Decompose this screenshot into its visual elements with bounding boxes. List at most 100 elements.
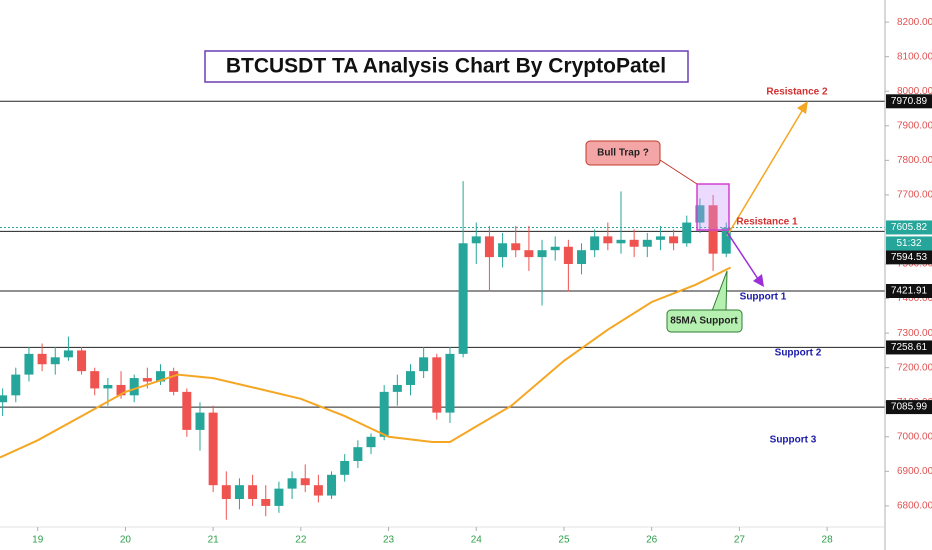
candle-body xyxy=(300,478,310,486)
projection-up xyxy=(726,105,806,237)
countdown-label-box xyxy=(886,236,932,251)
candle-body xyxy=(353,447,363,461)
y-tick-label: 7700.00 xyxy=(897,190,932,201)
countdown-label: 51:32 xyxy=(896,238,921,249)
candle-body xyxy=(445,353,455,413)
moving-average xyxy=(0,266,732,459)
candle-body xyxy=(511,243,521,251)
candle-body xyxy=(563,246,573,265)
candle-body xyxy=(313,485,323,496)
x-tick-label: 19 xyxy=(32,535,44,546)
x-tick-label: 26 xyxy=(646,535,658,546)
x-tick-label: 21 xyxy=(208,535,220,546)
candle-body xyxy=(0,395,8,403)
candle-body xyxy=(550,246,560,251)
x-tick-label: 25 xyxy=(558,535,570,546)
level-label-box xyxy=(886,284,932,299)
level-label: 7258.61 xyxy=(891,342,928,353)
x-tick-label: 28 xyxy=(822,535,834,546)
candle-body xyxy=(642,239,652,247)
candle-body xyxy=(11,374,21,396)
candle-body xyxy=(261,499,271,506)
projection-down xyxy=(726,231,761,283)
candle-body xyxy=(248,485,258,500)
y-tick-label: 6800.00 xyxy=(897,501,932,512)
last-price-label: 7605.82 xyxy=(891,222,928,233)
candle-body xyxy=(195,412,205,430)
y-tick-label: 8100.00 xyxy=(897,51,932,62)
candle-body xyxy=(63,350,73,358)
x-tick-label: 22 xyxy=(295,535,307,546)
candle-body xyxy=(287,478,297,489)
candle-body xyxy=(142,378,152,382)
level-label-box xyxy=(886,340,932,355)
plot-area xyxy=(0,100,885,520)
candle-body xyxy=(169,371,179,392)
y-tick-label: 7800.00 xyxy=(897,155,932,166)
candle-body xyxy=(340,460,350,475)
arrow-head-down xyxy=(753,274,764,287)
candle-body xyxy=(50,357,60,365)
candle-body xyxy=(432,357,442,413)
level-annotation: Support 2 xyxy=(775,348,822,359)
level-annotation: Support 1 xyxy=(740,292,787,303)
y-tick-label: 7000.00 xyxy=(897,431,932,442)
candle-body xyxy=(116,384,126,396)
level-annotation: Resistance 2 xyxy=(766,87,828,98)
candle-body xyxy=(695,205,705,223)
candle-body xyxy=(392,384,402,392)
candle-body xyxy=(366,436,376,448)
y-tick-label: 7900.00 xyxy=(897,120,932,131)
candle-body xyxy=(682,222,692,244)
candle-body xyxy=(274,488,284,506)
level-annotation: Support 3 xyxy=(770,435,817,446)
y-tick-label: 7200.00 xyxy=(897,362,932,373)
candle-body xyxy=(379,391,389,437)
candle-body xyxy=(419,357,429,372)
candle-body xyxy=(484,236,494,258)
y-tick-label: 7300.00 xyxy=(897,328,932,339)
level-label: 7594.53 xyxy=(891,252,928,263)
level-label-box xyxy=(886,94,932,109)
candle-body xyxy=(669,236,679,244)
candle-body xyxy=(629,239,639,247)
candle-body xyxy=(498,243,508,258)
chart-title: BTCUSDT TA Analysis Chart By CryptoPatel xyxy=(226,55,666,78)
title-box xyxy=(204,50,689,83)
candle-body xyxy=(590,236,600,251)
candle-body xyxy=(458,243,468,354)
candle-body xyxy=(655,236,665,240)
candle-body xyxy=(182,391,192,430)
candle-body xyxy=(37,353,47,365)
y-tick-label: 6900.00 xyxy=(897,466,932,477)
x-tick-label: 27 xyxy=(734,535,746,546)
y-tick-label: 7400.00 xyxy=(897,293,932,304)
candle-body xyxy=(524,250,534,258)
level-annotation: Resistance 1 xyxy=(736,217,798,228)
callout-box xyxy=(666,309,743,333)
callout-pointer xyxy=(659,159,698,185)
x-tick-label: 23 xyxy=(383,535,395,546)
candle-body xyxy=(577,250,587,265)
y-tick-label: 8200.00 xyxy=(897,17,932,28)
candle-body xyxy=(405,371,415,385)
level-label-box xyxy=(886,400,932,415)
candle-body xyxy=(234,485,244,500)
candle-body xyxy=(616,239,626,244)
candle-body xyxy=(537,250,547,258)
callout-text: Bull Trap ? xyxy=(597,148,649,159)
candle-body xyxy=(129,378,139,396)
level-label: 7970.89 xyxy=(891,96,928,107)
level-label: 7421.91 xyxy=(891,286,928,297)
candle-body xyxy=(77,350,87,372)
candle-body xyxy=(603,236,613,244)
last-price-label-box xyxy=(886,220,932,235)
candle-body xyxy=(208,412,218,486)
x-tick-label: 20 xyxy=(120,535,132,546)
candle-body xyxy=(471,236,481,244)
bull-trap-zone xyxy=(696,183,730,231)
y-tick-label: 8000.00 xyxy=(897,86,932,97)
level-label-box xyxy=(886,250,932,265)
x-tick-label: 24 xyxy=(471,535,483,546)
